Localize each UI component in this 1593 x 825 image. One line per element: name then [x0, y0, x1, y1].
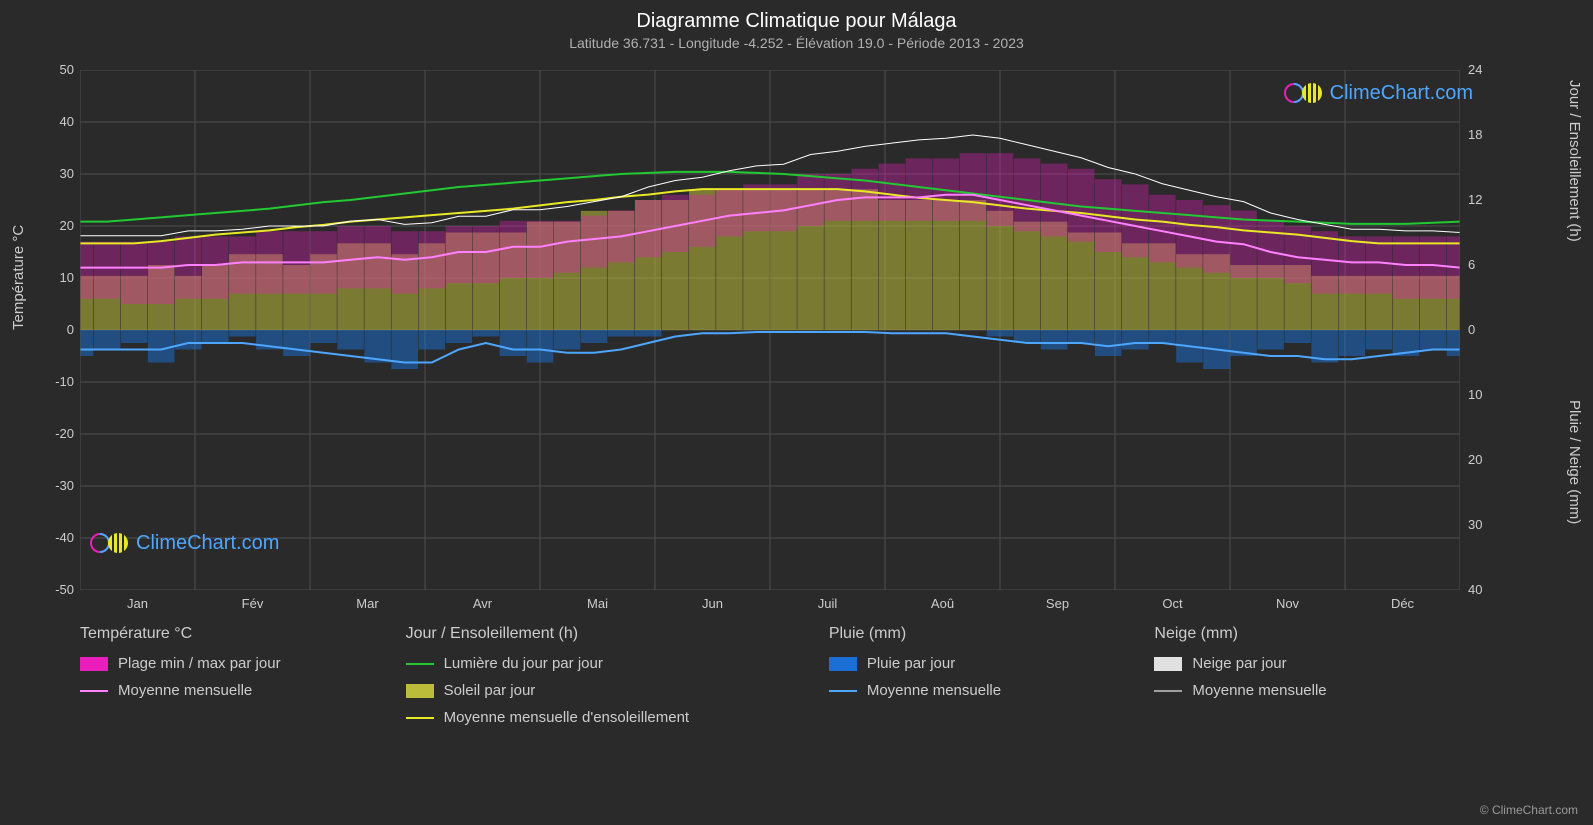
line-swatch-rain-avg: [829, 690, 857, 692]
legend-item-sun-avg: Moyenne mensuelle d'ensoleillement: [406, 709, 829, 726]
y-axis-right-top-label: Jour / Ensoleillement (h): [1566, 80, 1583, 242]
month-tick: Nov: [1268, 596, 1308, 611]
legend-label: Moyenne mensuelle: [1192, 682, 1326, 699]
plot-area: [80, 70, 1460, 590]
legend-label: Moyenne mensuelle d'ensoleillement: [444, 709, 690, 726]
brand-icon: [90, 530, 130, 556]
legend-label: Pluie par jour: [867, 655, 955, 672]
watermark-top: ClimeChart.com: [1284, 80, 1473, 106]
swatch-rain: [829, 657, 857, 671]
left-tick: -10: [40, 374, 74, 389]
line-swatch-snow-avg: [1154, 690, 1182, 692]
legend-heading-snow: Neige (mm): [1154, 625, 1480, 643]
legend-col-snow: Neige (mm) Neige par jour Moyenne mensue…: [1154, 625, 1480, 736]
month-tick: Avr: [463, 596, 503, 611]
left-tick: -20: [40, 426, 74, 441]
month-tick: Aoû: [923, 596, 963, 611]
legend-heading-temp: Température °C: [80, 625, 406, 643]
month-tick: Mar: [348, 596, 388, 611]
month-tick: Mai: [578, 596, 618, 611]
line-swatch-daylight: [406, 663, 434, 665]
left-tick: 20: [40, 218, 74, 233]
legend: Température °C Plage min / max par jour …: [80, 625, 1480, 736]
swatch-sun: [406, 684, 434, 698]
legend-item-rain-day: Pluie par jour: [829, 655, 1155, 672]
legend-item-rain-avg: Moyenne mensuelle: [829, 682, 1155, 699]
legend-col-temp: Température °C Plage min / max par jour …: [80, 625, 406, 736]
legend-label: Neige par jour: [1192, 655, 1286, 672]
legend-item-snow-day: Neige par jour: [1154, 655, 1480, 672]
chart-title: Diagramme Climatique pour Málaga: [0, 0, 1593, 33]
brand-text: ClimeChart.com: [1330, 82, 1473, 105]
right-tick-rain: 20: [1468, 452, 1482, 467]
legend-label: Plage min / max par jour: [118, 655, 281, 672]
month-tick: Déc: [1383, 596, 1423, 611]
legend-label: Moyenne mensuelle: [867, 682, 1001, 699]
right-tick-hours: 24: [1468, 62, 1482, 77]
right-tick-rain: 10: [1468, 387, 1482, 402]
left-tick: 30: [40, 166, 74, 181]
legend-label: Lumière du jour par jour: [444, 655, 603, 672]
y-axis-left-label: Température °C: [10, 225, 27, 330]
chart-subtitle: Latitude 36.731 - Longitude -4.252 - Élé…: [0, 35, 1593, 51]
watermark-bottom: ClimeChart.com: [90, 530, 279, 556]
left-tick: -50: [40, 582, 74, 597]
legend-item-sun: Soleil par jour: [406, 682, 829, 699]
month-tick: Jan: [118, 596, 158, 611]
left-tick: 0: [40, 322, 74, 337]
right-tick-rain: 40: [1468, 582, 1482, 597]
legend-item-daylight: Lumière du jour par jour: [406, 655, 829, 672]
swatch-snow: [1154, 657, 1182, 671]
line-swatch-sun-avg: [406, 717, 434, 719]
left-tick: 10: [40, 270, 74, 285]
legend-col-rain: Pluie (mm) Pluie par jour Moyenne mensue…: [829, 625, 1155, 736]
legend-heading-day: Jour / Ensoleillement (h): [406, 625, 829, 643]
month-tick: Fév: [233, 596, 273, 611]
legend-heading-rain: Pluie (mm): [829, 625, 1155, 643]
y-axis-right-bottom-label: Pluie / Neige (mm): [1566, 400, 1583, 524]
legend-label: Soleil par jour: [444, 682, 536, 699]
legend-col-day: Jour / Ensoleillement (h) Lumière du jou…: [406, 625, 829, 736]
month-tick: Juil: [808, 596, 848, 611]
climate-chart: Diagramme Climatique pour Málaga Latitud…: [0, 0, 1593, 825]
swatch-temp-range: [80, 657, 108, 671]
legend-label: Moyenne mensuelle: [118, 682, 252, 699]
left-tick: 40: [40, 114, 74, 129]
month-tick: Sep: [1038, 596, 1078, 611]
brand-icon: [1284, 80, 1324, 106]
line-swatch-temp-avg: [80, 690, 108, 692]
copyright: © ClimeChart.com: [1480, 803, 1578, 817]
right-tick-rain: 30: [1468, 517, 1482, 532]
right-tick-hours: 12: [1468, 192, 1482, 207]
legend-item-temp-range: Plage min / max par jour: [80, 655, 406, 672]
left-tick: -40: [40, 530, 74, 545]
right-tick-hours: 0: [1468, 322, 1475, 337]
legend-item-temp-avg: Moyenne mensuelle: [80, 682, 406, 699]
month-tick: Oct: [1153, 596, 1193, 611]
brand-text: ClimeChart.com: [136, 532, 279, 555]
legend-item-snow-avg: Moyenne mensuelle: [1154, 682, 1480, 699]
month-tick: Jun: [693, 596, 733, 611]
right-tick-hours: 18: [1468, 127, 1482, 142]
left-tick: 50: [40, 62, 74, 77]
right-tick-hours: 6: [1468, 257, 1475, 272]
left-tick: -30: [40, 478, 74, 493]
